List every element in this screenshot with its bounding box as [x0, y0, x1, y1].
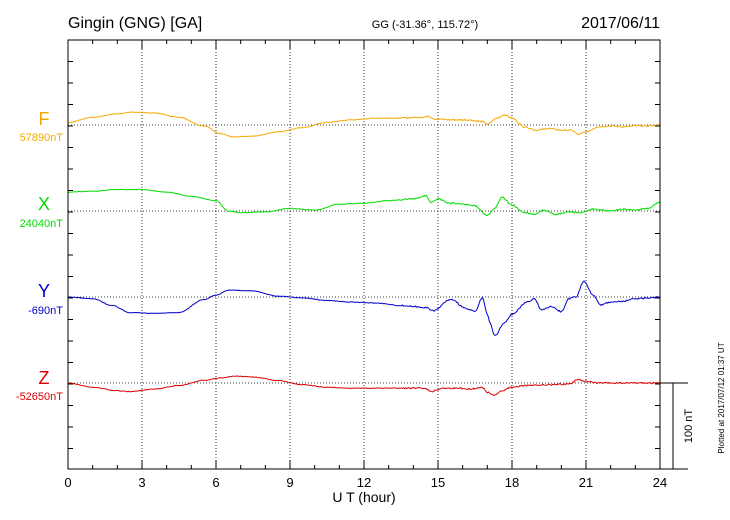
- series-traces: [67, 111, 661, 397]
- trace-z: [67, 375, 661, 397]
- series-baseline-x: 24040nT: [20, 218, 64, 230]
- grid-lines: [141, 40, 587, 469]
- station-coordinates: GG (-31.36°, 115.72°): [372, 19, 478, 31]
- x-tick-label: 3: [138, 475, 145, 490]
- series-label-x: X: [38, 194, 50, 214]
- x-tick-label: 0: [64, 475, 71, 490]
- series-label-f: F: [39, 109, 50, 129]
- series-baseline-y: -690nT: [28, 305, 63, 317]
- plot-date: 2017/06/11: [581, 15, 660, 32]
- x-tick-label: 21: [579, 475, 593, 490]
- x-tick-labels: 0 3 6 9 12 15 18 21 24: [64, 475, 667, 490]
- trace-f: [68, 111, 661, 138]
- series-label-y: Y: [38, 281, 50, 301]
- x-tick-label: 24: [653, 475, 667, 490]
- scale-bar-label: 100 nT: [683, 409, 695, 444]
- series-baseline-f: 57890nT: [20, 132, 64, 144]
- plotted-timestamp: Plotted at 2017/07/12 01:37 UT: [717, 342, 726, 453]
- scale-bar: 100 nT: [660, 382, 695, 470]
- series-labels: F 57890nT X 24040nT Y -690nT Z -52650nT: [16, 109, 63, 403]
- station-title: Gingin (GNG) [GA]: [68, 15, 202, 32]
- x-tick-label: 6: [212, 475, 219, 490]
- trace-x: [67, 188, 661, 217]
- x-tick-label: 18: [505, 475, 519, 490]
- x-axis-label: U T (hour): [332, 489, 395, 505]
- series-baseline-z: -52650nT: [16, 391, 63, 403]
- trace-y: [67, 280, 661, 336]
- axis-ticks: [67, 40, 661, 469]
- x-tick-label: 9: [286, 475, 293, 490]
- x-tick-label: 15: [431, 475, 445, 490]
- x-tick-label: 12: [357, 475, 371, 490]
- series-label-z: Z: [39, 368, 50, 388]
- plot-frame: [67, 39, 661, 470]
